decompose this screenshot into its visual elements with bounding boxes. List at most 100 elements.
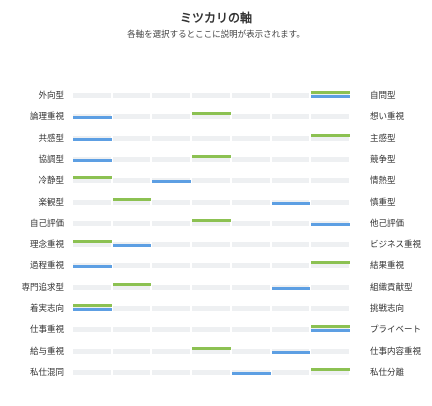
axis-segment [311, 306, 349, 311]
axis-row[interactable]: 共感型 主感型 [0, 131, 432, 147]
axis-segment [73, 284, 111, 290]
axis-segment [231, 327, 270, 333]
axis-segment [311, 242, 349, 248]
axis-row[interactable]: 過程重視 結果重視 [0, 258, 432, 274]
axis-segment [231, 156, 270, 162]
axis-row[interactable]: 仕事重視 プライベート [0, 322, 432, 338]
axis-segment [73, 348, 111, 354]
axis-right-label: 結果重視 [370, 261, 405, 272]
axis-row[interactable]: 専門追求型 組織貢献型 [0, 280, 432, 296]
axis-segment [311, 114, 349, 120]
axis-right-label: 組織貢献型 [370, 282, 413, 293]
axis-segment [152, 114, 191, 120]
green-marker [112, 282, 152, 286]
axis-segment [311, 178, 349, 184]
axis-segment [311, 135, 349, 141]
axis-segment [152, 284, 191, 290]
axis-segment [152, 135, 191, 141]
axis-segment [192, 327, 230, 333]
axis-segment [231, 306, 270, 311]
axis-segment [271, 263, 310, 269]
blue-marker [73, 137, 112, 141]
axis-segment [112, 114, 151, 120]
axis-right-label: ビジネス重視 [370, 240, 422, 251]
axis-row[interactable]: 着実志向 挑戦志向 [0, 301, 432, 317]
axis-description: 各軸を選択するとここに説明が表示されます。 [127, 30, 305, 40]
axis-segment [311, 284, 349, 290]
blue-marker [73, 116, 112, 120]
green-marker [311, 261, 350, 265]
axis-right-label: 仕事内容重視 [370, 346, 422, 357]
axis-segment [192, 114, 230, 120]
axis-row[interactable]: 自己評価 他己評価 [0, 216, 432, 232]
axis-row[interactable]: 外向型 自問型 [0, 88, 432, 104]
green-marker [192, 218, 231, 222]
axis-left-label: 協調型 [38, 154, 64, 165]
axis-row[interactable]: 私仕混同 私仕分離 [0, 365, 432, 381]
axis-segment [311, 199, 349, 205]
green-marker [311, 133, 350, 137]
axis-segment [271, 114, 310, 120]
axis-segment [192, 348, 230, 354]
axis-segment [192, 242, 230, 248]
axis-segment [192, 135, 230, 141]
axis-right-label: 自問型 [370, 91, 396, 101]
axis-segment [73, 242, 111, 248]
axis-left-label: 共感型 [38, 133, 64, 144]
axis-track [73, 301, 351, 317]
axis-track [73, 258, 351, 274]
axis-segment [112, 327, 151, 333]
axis-row[interactable]: 冷静型 情熱型 [0, 173, 432, 189]
axis-row[interactable]: 理念重視 ビジネス重視 [0, 237, 432, 253]
axis-left-label: 自己評価 [29, 218, 64, 229]
axis-segment [192, 178, 230, 184]
axis-segment [112, 348, 151, 354]
axis-segment [152, 263, 191, 269]
green-marker [311, 91, 350, 94]
green-marker [311, 325, 350, 329]
axis-left-label: 給与重視 [29, 346, 64, 357]
axis-right-label: 競争型 [370, 154, 396, 165]
axis-left-label: 理念重視 [29, 240, 64, 251]
axis-segment [231, 263, 270, 269]
axis-segment [192, 93, 230, 98]
axis-segment [73, 369, 111, 375]
axis-segment [73, 178, 111, 184]
axis-row[interactable]: 論理重視 想い重視 [0, 109, 432, 125]
blue-marker [271, 350, 311, 354]
axis-left-label: 論理重視 [29, 112, 64, 123]
axis-right-label: 想い重視 [370, 112, 405, 123]
axis-row[interactable]: 楽観型 慎重型 [0, 195, 432, 211]
axis-right-label: 主感型 [370, 133, 396, 144]
axis-segment [231, 199, 270, 205]
blue-marker [311, 222, 350, 226]
axis-segment [271, 220, 310, 226]
green-marker [192, 112, 231, 116]
axis-track [73, 344, 351, 360]
blue-marker [311, 329, 350, 333]
axis-segment [271, 242, 310, 248]
axis-right-label: 慎重型 [370, 197, 396, 208]
axis-segment [231, 220, 270, 226]
axis-track [73, 237, 351, 253]
axis-segment [231, 178, 270, 184]
axis-track [73, 173, 351, 189]
blue-marker [311, 95, 350, 98]
axis-segment [271, 369, 310, 375]
green-marker [73, 176, 112, 180]
axis-track [73, 195, 351, 211]
axis-segment [311, 263, 349, 269]
axis-left-label: 専門追求型 [21, 282, 64, 293]
blue-marker [112, 244, 152, 248]
axis-segment [152, 348, 191, 354]
axis-segment [152, 242, 191, 248]
axis-track [73, 152, 351, 168]
axis-left-label: 着実志向 [29, 304, 64, 314]
axis-row[interactable]: 協調型 競争型 [0, 152, 432, 168]
axis-left-label: 仕事重視 [29, 325, 64, 336]
blue-marker [73, 158, 112, 162]
axis-segment [112, 263, 151, 269]
axis-row[interactable]: 給与重視 仕事内容重視 [0, 344, 432, 360]
axis-right-label: 挑戦志向 [370, 304, 405, 314]
axis-segment [271, 178, 310, 184]
